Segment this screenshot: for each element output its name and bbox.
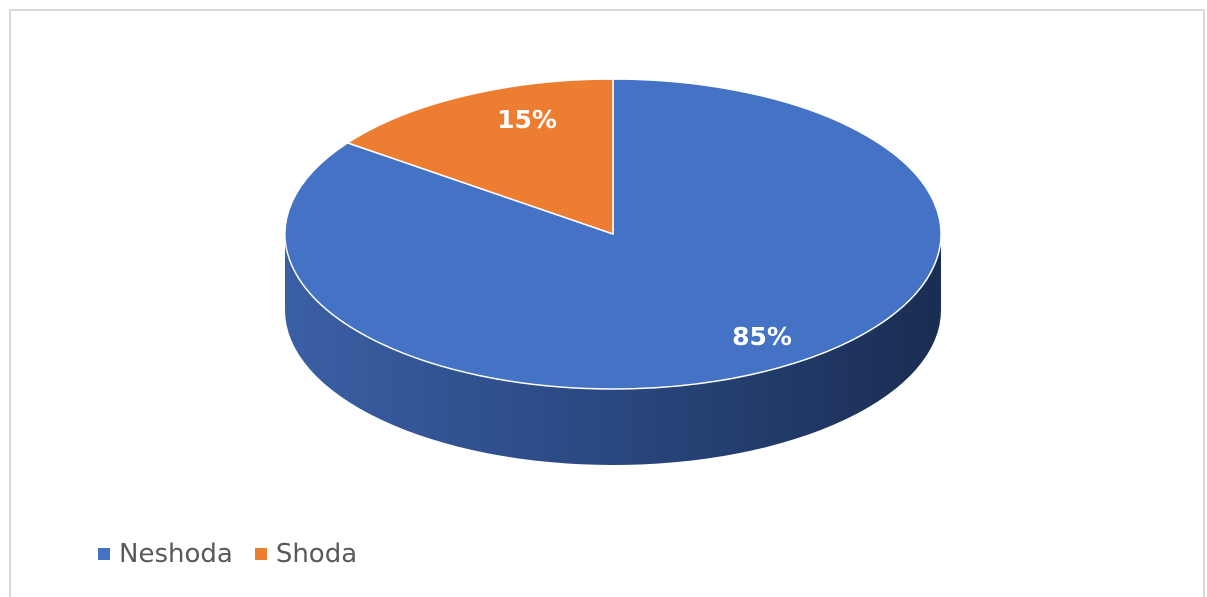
legend: Neshoda Shoda — [98, 539, 379, 569]
slice-shoda — [345, 78, 614, 236]
chart-frame — [9, 9, 1205, 597]
pie-side-wall — [285, 234, 941, 465]
legend-item-shoda: Shoda — [254, 539, 358, 569]
pie-side-surface — [285, 234, 941, 465]
legend-swatch-neshoda — [98, 548, 110, 560]
legend-label-neshoda: Neshoda — [119, 539, 233, 569]
legend-item-neshoda: Neshoda — [98, 539, 233, 569]
data-label-neshoda: 85% — [732, 322, 792, 351]
legend-label-shoda: Shoda — [275, 539, 358, 569]
data-label-shoda: 15% — [497, 105, 557, 134]
legend-swatch-shoda — [254, 548, 267, 560]
